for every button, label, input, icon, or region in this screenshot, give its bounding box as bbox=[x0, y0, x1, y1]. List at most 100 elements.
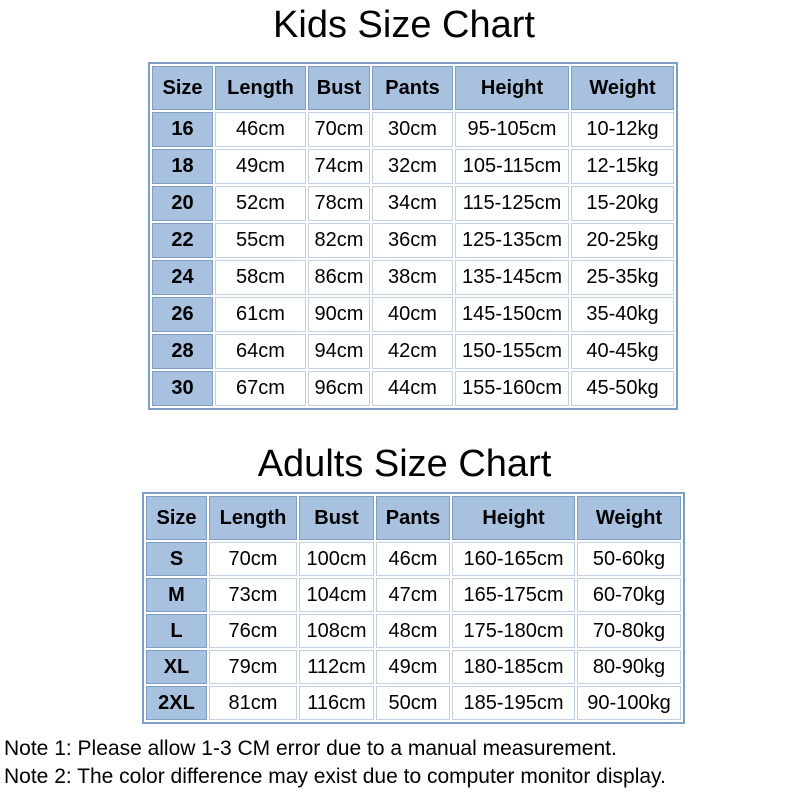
value-cell: 42cm bbox=[372, 334, 453, 369]
value-cell: 116cm bbox=[299, 686, 374, 720]
column-header-length: Length bbox=[209, 496, 297, 540]
column-header-weight: Weight bbox=[577, 496, 681, 540]
value-cell: 96cm bbox=[308, 371, 370, 406]
value-cell: 185-195cm bbox=[452, 686, 575, 720]
column-header-size: Size bbox=[146, 496, 207, 540]
size-label-cell: 26 bbox=[152, 297, 213, 332]
value-cell: 40cm bbox=[372, 297, 453, 332]
value-cell: 58cm bbox=[215, 260, 306, 295]
value-cell: 70-80kg bbox=[577, 614, 681, 648]
size-label-cell: 24 bbox=[152, 260, 213, 295]
notes-block: Note 1: Please allow 1-3 CM error due to… bbox=[4, 735, 666, 791]
value-cell: 78cm bbox=[308, 186, 370, 221]
adults-size-chart-title: Adults Size Chart bbox=[257, 443, 552, 485]
value-cell: 32cm bbox=[372, 149, 453, 184]
value-cell: 95-105cm bbox=[455, 112, 569, 147]
value-cell: 100cm bbox=[299, 542, 374, 576]
table-row: M 73cm 104cm 47cm 165-175cm 60-70kg bbox=[146, 578, 681, 612]
value-cell: 180-185cm bbox=[452, 650, 575, 684]
value-cell: 50-60kg bbox=[577, 542, 681, 576]
table-row: 2XL 81cm 116cm 50cm 185-195cm 90-100kg bbox=[146, 686, 681, 720]
size-label-cell: L bbox=[146, 614, 207, 648]
value-cell: 44cm bbox=[372, 371, 453, 406]
value-cell: 104cm bbox=[299, 578, 374, 612]
value-cell: 115-125cm bbox=[455, 186, 569, 221]
value-cell: 36cm bbox=[372, 223, 453, 258]
size-label-cell: M bbox=[146, 578, 207, 612]
value-cell: 49cm bbox=[215, 149, 306, 184]
value-cell: 145-150cm bbox=[455, 297, 569, 332]
value-cell: 61cm bbox=[215, 297, 306, 332]
column-header-size: Size bbox=[152, 66, 213, 110]
value-cell: 86cm bbox=[308, 260, 370, 295]
value-cell: 79cm bbox=[209, 650, 297, 684]
size-label-cell: XL bbox=[146, 650, 207, 684]
value-cell: 40-45kg bbox=[571, 334, 674, 369]
column-header-height: Height bbox=[455, 66, 569, 110]
size-label-cell: 2XL bbox=[146, 686, 207, 720]
value-cell: 74cm bbox=[308, 149, 370, 184]
value-cell: 90-100kg bbox=[577, 686, 681, 720]
table-row: 26 61cm 90cm 40cm 145-150cm 35-40kg bbox=[152, 297, 674, 332]
column-header-pants: Pants bbox=[376, 496, 450, 540]
column-header-bust: Bust bbox=[299, 496, 374, 540]
value-cell: 76cm bbox=[209, 614, 297, 648]
value-cell: 175-180cm bbox=[452, 614, 575, 648]
table-row: L 76cm 108cm 48cm 175-180cm 70-80kg bbox=[146, 614, 681, 648]
adults-size-table: Size Length Bust Pants Height Weight S 70cm 100c… bbox=[142, 492, 685, 724]
value-cell: 10-12kg bbox=[571, 112, 674, 147]
value-cell: 60-70kg bbox=[577, 578, 681, 612]
value-cell: 160-165cm bbox=[452, 542, 575, 576]
value-cell: 81cm bbox=[209, 686, 297, 720]
value-cell: 108cm bbox=[299, 614, 374, 648]
value-cell: 70cm bbox=[209, 542, 297, 576]
header-row: Size Length Bust Pants Height Weight bbox=[152, 66, 674, 110]
note-2: Note 2: The color difference may exist d… bbox=[4, 765, 666, 788]
column-header-weight: Weight bbox=[571, 66, 674, 110]
value-cell: 34cm bbox=[372, 186, 453, 221]
value-cell: 45-50kg bbox=[571, 371, 674, 406]
table-row: 18 49cm 74cm 32cm 105-115cm 12-15kg bbox=[152, 149, 674, 184]
size-label-cell: 22 bbox=[152, 223, 213, 258]
size-label-cell: 18 bbox=[152, 149, 213, 184]
value-cell: 73cm bbox=[209, 578, 297, 612]
size-label-cell: 16 bbox=[152, 112, 213, 147]
value-cell: 70cm bbox=[308, 112, 370, 147]
value-cell: 105-115cm bbox=[455, 149, 569, 184]
value-cell: 155-160cm bbox=[455, 371, 569, 406]
value-cell: 12-15kg bbox=[571, 149, 674, 184]
header-row: Size Length Bust Pants Height Weight bbox=[146, 496, 681, 540]
value-cell: 46cm bbox=[215, 112, 306, 147]
size-label-cell: S bbox=[146, 542, 207, 576]
kids-size-chart-title: Kids Size Chart bbox=[273, 4, 535, 46]
value-cell: 135-145cm bbox=[455, 260, 569, 295]
column-header-height: Height bbox=[452, 496, 575, 540]
size-label-cell: 20 bbox=[152, 186, 213, 221]
value-cell: 112cm bbox=[299, 650, 374, 684]
value-cell: 15-20kg bbox=[571, 186, 674, 221]
value-cell: 46cm bbox=[376, 542, 450, 576]
value-cell: 82cm bbox=[308, 223, 370, 258]
value-cell: 49cm bbox=[376, 650, 450, 684]
value-cell: 90cm bbox=[308, 297, 370, 332]
table-row: 30 67cm 96cm 44cm 155-160cm 45-50kg bbox=[152, 371, 674, 406]
column-header-length: Length bbox=[215, 66, 306, 110]
kids-size-table: Size Length Bust Pants Height Weight 16 46cm 70c… bbox=[148, 62, 678, 410]
value-cell: 20-25kg bbox=[571, 223, 674, 258]
table-row: 28 64cm 94cm 42cm 150-155cm 40-45kg bbox=[152, 334, 674, 369]
table-row: 22 55cm 82cm 36cm 125-135cm 20-25kg bbox=[152, 223, 674, 258]
column-header-bust: Bust bbox=[308, 66, 370, 110]
value-cell: 67cm bbox=[215, 371, 306, 406]
value-cell: 30cm bbox=[372, 112, 453, 147]
value-cell: 38cm bbox=[372, 260, 453, 295]
value-cell: 35-40kg bbox=[571, 297, 674, 332]
note-1: Note 1: Please allow 1-3 CM error due to… bbox=[4, 737, 617, 760]
table-row: XL 79cm 112cm 49cm 180-185cm 80-90kg bbox=[146, 650, 681, 684]
value-cell: 47cm bbox=[376, 578, 450, 612]
table-row: S 70cm 100cm 46cm 160-165cm 50-60kg bbox=[146, 542, 681, 576]
column-header-pants: Pants bbox=[372, 66, 453, 110]
value-cell: 94cm bbox=[308, 334, 370, 369]
value-cell: 50cm bbox=[376, 686, 450, 720]
size-label-cell: 28 bbox=[152, 334, 213, 369]
